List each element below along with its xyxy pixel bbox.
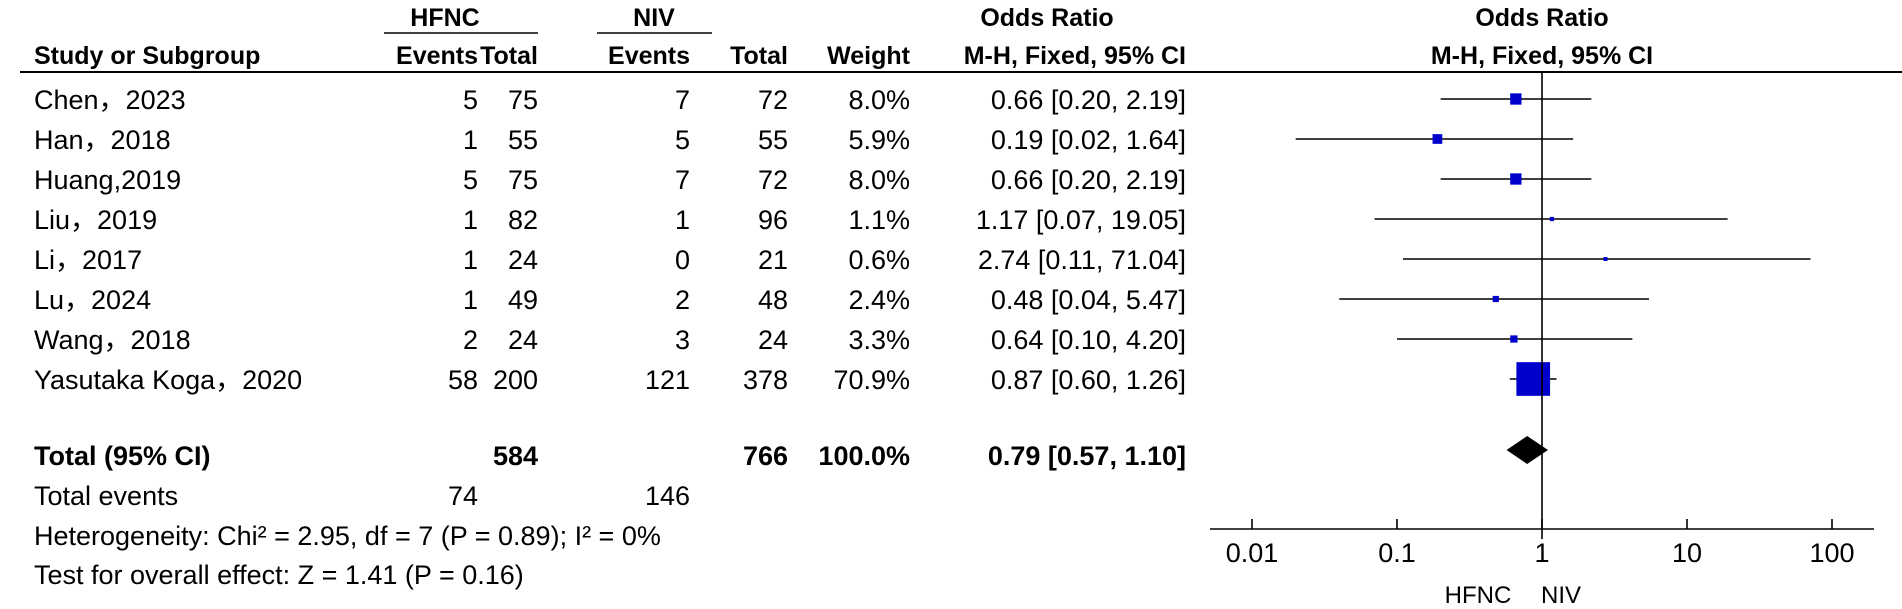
group2-total: 72 bbox=[758, 165, 788, 195]
study-name: Huang,2019 bbox=[34, 165, 181, 195]
group1-total: 24 bbox=[508, 325, 538, 355]
group2-events: 1 bbox=[675, 205, 690, 235]
study-marker bbox=[1432, 134, 1443, 144]
total-events-group2: 146 bbox=[645, 481, 690, 511]
study-marker bbox=[1510, 173, 1522, 185]
x-tick-label: 100 bbox=[1809, 538, 1854, 568]
group1-events: 5 bbox=[463, 85, 478, 115]
forest-marks bbox=[1295, 72, 1811, 539]
study-name: Li，2017 bbox=[34, 245, 142, 275]
study-weight: 70.9% bbox=[833, 365, 910, 395]
study-weight: 1.1% bbox=[848, 205, 910, 235]
group2-events: 2 bbox=[675, 285, 690, 315]
total-events-label: Total events bbox=[34, 481, 178, 511]
study-ci-text: 0.19 [0.02, 1.64] bbox=[991, 125, 1186, 155]
total-group2-n: 766 bbox=[743, 441, 788, 471]
group2-total: 72 bbox=[758, 85, 788, 115]
group1-events: 5 bbox=[463, 165, 478, 195]
x-axis: 0.01 0.1 1 10 100 bbox=[1210, 519, 1874, 568]
study-name: Liu，2019 bbox=[34, 205, 157, 235]
favours-left-label: HFNC bbox=[1445, 582, 1512, 609]
group2-total: 55 bbox=[758, 125, 788, 155]
group1-header: HFNC bbox=[410, 4, 479, 32]
study-marker bbox=[1510, 93, 1522, 105]
group1-total: 24 bbox=[508, 245, 538, 275]
study-column-header: Study or Subgroup bbox=[34, 42, 260, 70]
group1-total: 200 bbox=[493, 365, 538, 395]
group2-events: 7 bbox=[675, 165, 690, 195]
total-weight: 100.0% bbox=[818, 441, 910, 471]
group2-events: 3 bbox=[675, 325, 690, 355]
heterogeneity-text: Heterogeneity: Chi² = 2.95, df = 7 (P = … bbox=[34, 521, 661, 551]
total-group1-n: 584 bbox=[493, 441, 538, 471]
group1-total: 82 bbox=[508, 205, 538, 235]
study-marker bbox=[1549, 216, 1554, 222]
study-ci-text: 0.66 [0.20, 2.19] bbox=[991, 85, 1186, 115]
study-weight: 8.0% bbox=[848, 165, 910, 195]
or-header-plot-col: Odds Ratio bbox=[1475, 4, 1608, 32]
group1-total: 75 bbox=[508, 165, 538, 195]
group2-total: 378 bbox=[743, 365, 788, 395]
x-tick-label: 0.1 bbox=[1378, 538, 1416, 568]
study-marker bbox=[1603, 257, 1608, 261]
group1-total-header: Total bbox=[480, 42, 538, 70]
study-ci-text: 0.64 [0.10, 4.20] bbox=[991, 325, 1186, 355]
group1-events: 1 bbox=[463, 285, 478, 315]
group2-events: 0 bbox=[675, 245, 690, 275]
total-events-group1: 74 bbox=[448, 481, 478, 511]
overall-effect-text: Test for overall effect: Z = 1.41 (P = 0… bbox=[34, 560, 524, 590]
x-tick-label: 1 bbox=[1534, 538, 1549, 568]
group2-total: 24 bbox=[758, 325, 788, 355]
group1-total: 75 bbox=[508, 85, 538, 115]
or-method-header-plot-col: M-H, Fixed, 95% CI bbox=[1431, 42, 1653, 70]
group2-header: NIV bbox=[633, 4, 675, 32]
x-tick-label: 0.01 bbox=[1226, 538, 1279, 568]
study-ci-text: 0.66 [0.20, 2.19] bbox=[991, 165, 1186, 195]
group1-events: 1 bbox=[463, 205, 478, 235]
total-label: Total (95% CI) bbox=[34, 441, 211, 471]
group2-events: 5 bbox=[675, 125, 690, 155]
total-ci-text: 0.79 [0.57, 1.10] bbox=[988, 441, 1186, 471]
or-method-header-text-col: M-H, Fixed, 95% CI bbox=[964, 42, 1186, 70]
study-rows: Chen，2023 5 75 7 72 8.0% 0.66 [0.20, 2.19]Han，… bbox=[34, 85, 1186, 395]
study-weight: 2.4% bbox=[848, 285, 910, 315]
study-name: Lu，2024 bbox=[34, 285, 151, 315]
group2-total-header: Total bbox=[730, 42, 788, 70]
group2-events: 121 bbox=[645, 365, 690, 395]
group1-events: 2 bbox=[463, 325, 478, 355]
group1-total: 49 bbox=[508, 285, 538, 315]
study-ci-text: 0.87 [0.60, 1.26] bbox=[991, 365, 1186, 395]
study-weight: 3.3% bbox=[848, 325, 910, 355]
group2-total: 96 bbox=[758, 205, 788, 235]
group1-events-header: Events bbox=[396, 42, 478, 70]
study-ci-text: 1.17 [0.07, 19.05] bbox=[976, 205, 1186, 235]
group1-events: 1 bbox=[463, 245, 478, 275]
study-marker bbox=[1510, 335, 1518, 343]
favours-right-label: NIV bbox=[1541, 582, 1581, 609]
study-name: Yasutaka Koga，2020 bbox=[34, 365, 302, 395]
study-ci-text: 0.48 [0.04, 5.47] bbox=[991, 285, 1186, 315]
total-diamond bbox=[1506, 436, 1549, 464]
study-weight: 0.6% bbox=[848, 245, 910, 275]
x-tick-label: 10 bbox=[1672, 538, 1702, 568]
weight-header: Weight bbox=[827, 42, 911, 70]
study-ci-text: 2.74 [0.11, 71.04] bbox=[978, 245, 1186, 275]
study-name: Chen，2023 bbox=[34, 85, 186, 115]
group2-events-header: Events bbox=[608, 42, 690, 70]
study-marker bbox=[1516, 362, 1551, 396]
group1-total: 55 bbox=[508, 125, 538, 155]
group1-events: 1 bbox=[463, 125, 478, 155]
group2-events: 7 bbox=[675, 85, 690, 115]
or-header-text-col: Odds Ratio bbox=[980, 4, 1113, 32]
group1-events: 58 bbox=[448, 365, 478, 395]
study-marker bbox=[1492, 295, 1499, 303]
study-weight: 8.0% bbox=[848, 85, 910, 115]
group2-total: 48 bbox=[758, 285, 788, 315]
study-name: Wang，2018 bbox=[34, 325, 191, 355]
group2-total: 21 bbox=[758, 245, 788, 275]
study-name: Han，2018 bbox=[34, 125, 171, 155]
study-weight: 5.9% bbox=[848, 125, 910, 155]
